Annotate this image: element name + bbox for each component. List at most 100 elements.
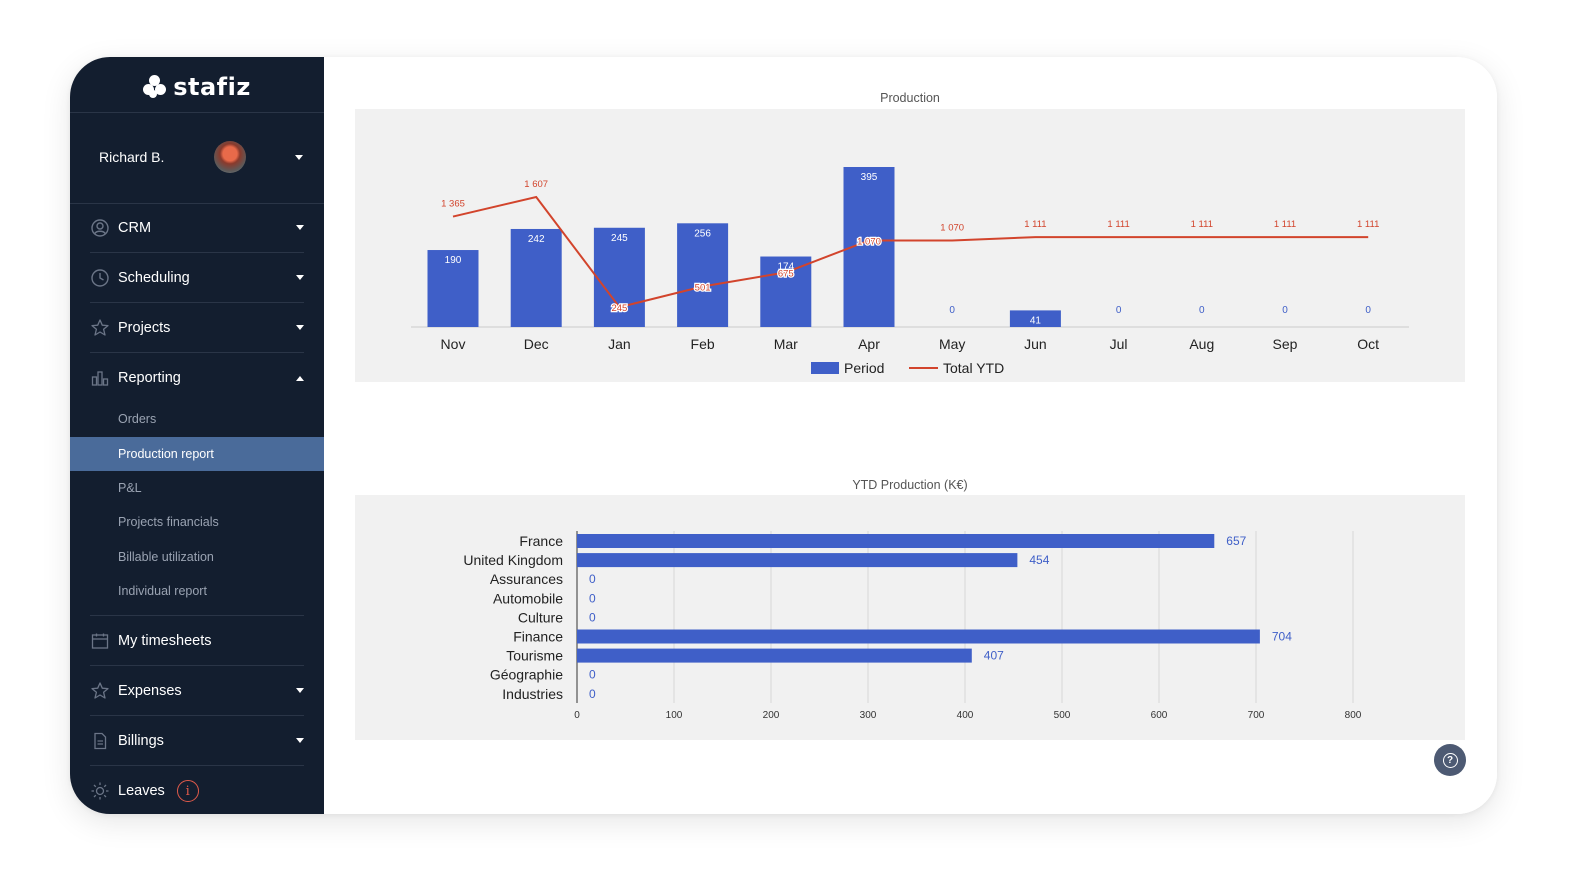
x-tick-100: 100 [666,710,683,721]
question-icon: ? [1442,752,1458,768]
nav-label-expenses: Expenses [118,682,182,699]
line-label-apr: 1 070 [857,236,881,247]
bar-united-kingdom [577,553,1018,568]
bar-finance [577,629,1260,644]
bar-nov [427,250,479,327]
bar-label-may: 0 [949,305,955,316]
line-label-feb: 501 [695,282,711,293]
y-tick-france: France [519,533,563,549]
chevron-down-icon [296,738,304,743]
nav-item-reporting[interactable]: Reporting [90,353,304,403]
chevron-down-icon [296,325,304,330]
line-label-mar: 675 [778,268,794,279]
y-tick-tourisme: Tourisme [506,648,563,664]
nav-label-crm: CRM [118,219,152,236]
user-menu[interactable]: Richard B. [70,113,324,203]
bar-france [577,534,1215,548]
bar-feb [677,223,729,327]
divider [90,615,304,616]
bar-label-dec: 242 [528,234,545,245]
line-label-dec: 1 607 [524,179,548,190]
nav-label-billings: Billings [118,732,164,749]
user-name: Richard B. [99,149,165,165]
bar-label-aug: 0 [1199,305,1205,316]
sub-item-projects-financials[interactable]: Projects financials [118,515,219,529]
line-label-jun: 1 111 [1024,219,1046,230]
brand-name: stafiz [173,73,251,101]
bar-label-jan: 245 [611,233,628,244]
nav-item-projects[interactable]: Projects [90,303,304,353]
nav-item-timesheets[interactable]: My timesheets [90,616,304,666]
user-circle-icon [90,218,110,238]
nav-item-billings[interactable]: Billings [90,716,304,766]
bar-label-automobile: 0 [589,591,596,605]
brand-logo[interactable]: stafiz [70,67,324,107]
bar-label-g-ographie: 0 [589,668,596,682]
bar-label-culture: 0 [589,610,596,624]
production-chart-panel: 190 Nov 242 Dec 245 Jan 256 Feb 174 Mar 395 Apr 0 May… [355,109,1465,382]
nav-item-crm[interactable]: CRM [90,203,304,253]
document-icon [90,731,110,751]
x-tick-aug: Aug [1189,336,1214,352]
bar-label-jul: 0 [1116,305,1122,316]
bar-label-france: 657 [1226,534,1246,548]
sub-item-individual-report[interactable]: Individual report [118,584,207,598]
avatar[interactable] [214,141,246,173]
x-tick-apr: Apr [858,336,880,352]
bar-label-nov: 190 [445,255,462,266]
sub-item-production-report[interactable]: Production report [70,437,324,471]
x-tick-may: May [939,336,965,352]
nav-label-timesheets: My timesheets [118,632,212,649]
chevron-down-icon[interactable] [295,155,303,160]
line-label-sep: 1 111 [1274,219,1296,230]
bar-label-assurances: 0 [589,572,596,586]
x-tick-feb: Feb [691,336,715,352]
bar-jun [1009,310,1061,327]
bar-dec [510,228,562,327]
bar-label-oct: 0 [1365,305,1371,316]
y-tick-finance: Finance [513,629,563,645]
y-tick-assurances: Assurances [490,571,563,587]
sun-icon [90,781,110,801]
nav-item-leaves[interactable]: Leaves i [90,766,304,814]
info-icon[interactable]: i [176,780,199,802]
ytd-production-chart: 0 100 200 300 400 500 600 700 800 France 657 United… [463,531,1362,721]
line-label-jan: 245 [611,303,627,314]
legend-label-period: Period [844,360,884,376]
bar-label-sep: 0 [1282,305,1288,316]
nav-item-scheduling[interactable]: Scheduling [90,253,304,303]
chevron-down-icon [296,275,304,280]
nav-item-expenses[interactable]: Expenses [90,666,304,716]
ytd-production-chart-panel: 0 100 200 300 400 500 600 700 800 France 657 United… [355,495,1465,740]
star-icon [90,681,110,701]
x-tick-jul: Jul [1110,336,1128,352]
y-tick-g-ographie: Géographie [490,667,563,683]
calendar-icon [90,631,110,651]
bar-label-finance: 704 [1272,630,1292,644]
x-tick-0: 0 [574,710,580,721]
nav-label-leaves: Leaves [118,783,165,799]
bar-tourisme [577,648,972,663]
y-tick-united-kingdom: United Kingdom [463,552,563,568]
bar-label-feb: 256 [694,228,711,239]
help-button[interactable]: ? [1434,744,1466,776]
chevron-up-icon [296,375,304,381]
x-tick-oct: Oct [1357,336,1379,352]
sub-item-billable-utilization[interactable]: Billable utilization [118,550,214,564]
bar-label-industries: 0 [589,687,596,701]
main-content: Production 190 Nov 242 Dec 245 Jan 256 Feb 174 Ma… [324,57,1497,814]
sub-item-orders[interactable]: Orders [118,412,157,426]
y-tick-culture: Culture [518,609,563,625]
total-ytd-line [452,195,1369,309]
line-label-jul: 1 111 [1107,219,1129,230]
x-tick-700: 700 [1248,710,1265,721]
x-tick-800: 800 [1345,710,1362,721]
sidebar: stafiz Richard B. CRM Scheduling [70,57,324,814]
bar-label-united-kingdom: 454 [1029,553,1049,567]
bar-label-apr: 395 [861,172,878,183]
bar-label-tourisme: 407 [984,649,1004,663]
sub-item-pl[interactable]: P&L [118,481,142,495]
chart-title-production: Production [880,91,940,105]
bar-jan [593,227,645,327]
x-tick-sep: Sep [1273,336,1298,352]
